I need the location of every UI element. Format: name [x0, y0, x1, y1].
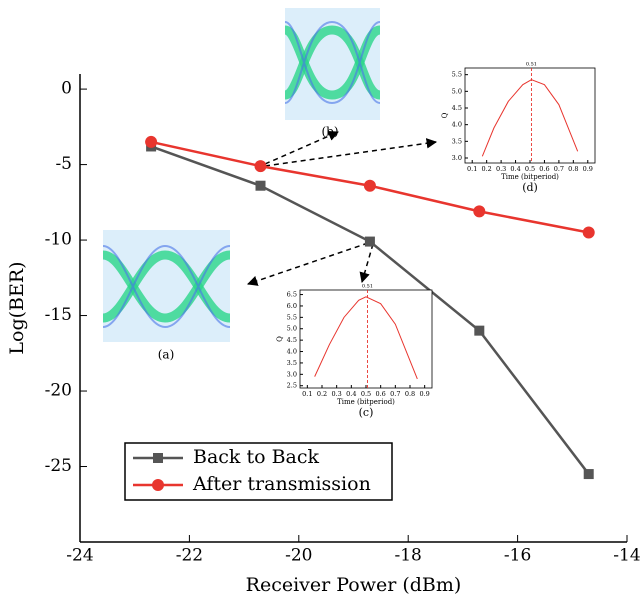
- x-tick-label: 0.9: [583, 165, 593, 173]
- x-tick-label: -18: [395, 546, 422, 566]
- marker: [365, 237, 375, 247]
- inset-frame: [300, 290, 432, 388]
- marker: [364, 180, 376, 192]
- x-tick-label: 0.8: [405, 390, 415, 398]
- peak-label: 0.51: [362, 284, 373, 290]
- y-tick-label: 6.5: [287, 291, 297, 299]
- annotation: (b): [321, 125, 338, 139]
- y-tick-label: 6.0: [287, 302, 297, 310]
- x-tick-label: 0.3: [496, 165, 506, 173]
- x-tick-label: 0.4: [510, 165, 520, 173]
- x-tick-label: 0.1: [467, 165, 477, 173]
- y-tick-label: -10: [45, 230, 72, 250]
- x-tick-label: -14: [613, 546, 640, 566]
- x-tick-label: 0.6: [539, 165, 549, 173]
- x-tick-label: 0.5: [361, 390, 371, 398]
- y-tick-label: 4.0: [452, 121, 462, 129]
- legend-marker: [152, 479, 164, 491]
- x-tick-label: 0.8: [568, 165, 578, 173]
- x-axis-label: Receiver Power (dBm): [246, 574, 462, 596]
- y-tick-label: 5.5: [287, 313, 297, 321]
- x-axis-label: Time (bitperiod): [501, 173, 559, 181]
- x-tick-label: 0.7: [390, 390, 400, 398]
- marker: [474, 326, 484, 336]
- y-tick-label: 3.0: [287, 370, 297, 378]
- legend-label: After transmission: [192, 473, 371, 495]
- page: {"chart_data": [ {"type": "line", "xlabe…: [0, 0, 641, 601]
- x-tick-label: 0.2: [317, 390, 327, 398]
- x-tick-label: 0.3: [331, 390, 341, 398]
- marker: [145, 136, 157, 148]
- x-tick-label: 0.1: [302, 390, 312, 398]
- y-axis-label: Log(BER): [6, 261, 28, 354]
- x-tick-label: 0.5: [525, 165, 535, 173]
- y-tick-label: 2.5: [287, 382, 297, 390]
- y-axis-label: Q: [276, 336, 284, 342]
- arrows: [248, 132, 436, 284]
- x-tick-label: 0.6: [375, 390, 385, 398]
- y-tick-label: 5.0: [452, 87, 462, 95]
- y-tick-label: 4.5: [287, 336, 297, 344]
- x-tick-label: -24: [66, 546, 93, 566]
- marker: [473, 205, 485, 217]
- y-tick-label: 4.0: [287, 348, 297, 356]
- inset-caption: (d): [522, 181, 538, 194]
- peak-label: 0.51: [526, 62, 537, 68]
- marker: [584, 469, 594, 479]
- legend-marker: [153, 453, 163, 463]
- annotation: (a): [158, 348, 175, 362]
- x-tick-label: 0.7: [554, 165, 564, 173]
- y-tick-label: -20: [45, 381, 72, 401]
- y-tick-label: 5.5: [452, 71, 462, 79]
- x-tick-label: -20: [285, 546, 312, 566]
- marker: [583, 227, 595, 239]
- legend-label: Back to Back: [193, 446, 320, 468]
- x-tick-label: 0.2: [481, 165, 491, 173]
- y-tick-label: 3.5: [452, 137, 462, 145]
- chart: -24 -22 -20 -18 -16 -14 0 -5 -10 -15 -20 -25 Receive…: [0, 0, 641, 601]
- marker: [255, 160, 267, 172]
- y-tick-label: -25: [45, 456, 72, 476]
- inset-frame: [465, 68, 595, 163]
- y-tick-label: 3.0: [452, 154, 462, 162]
- marker: [256, 181, 266, 191]
- x-tick-label: 0.4: [346, 390, 356, 398]
- y-tick-label: 3.5: [287, 359, 297, 367]
- x-axis-label: Time (bitperiod): [337, 398, 395, 406]
- x-tick-label: 0.9: [419, 390, 429, 398]
- y-tick-label: -15: [45, 305, 72, 325]
- y-tick-label: 0: [61, 79, 72, 99]
- y-tick-label: 5.0: [287, 325, 297, 333]
- y-tick-label: 4.5: [452, 104, 462, 112]
- eye-diagram: [285, 8, 380, 120]
- x-tick-label: -22: [176, 546, 203, 566]
- eye-diagram: [103, 230, 230, 342]
- x-tick-label: -16: [504, 546, 531, 566]
- y-tick-label: -5: [55, 154, 72, 174]
- inset-caption: (c): [359, 406, 374, 419]
- y-axis-label: Q: [441, 112, 449, 118]
